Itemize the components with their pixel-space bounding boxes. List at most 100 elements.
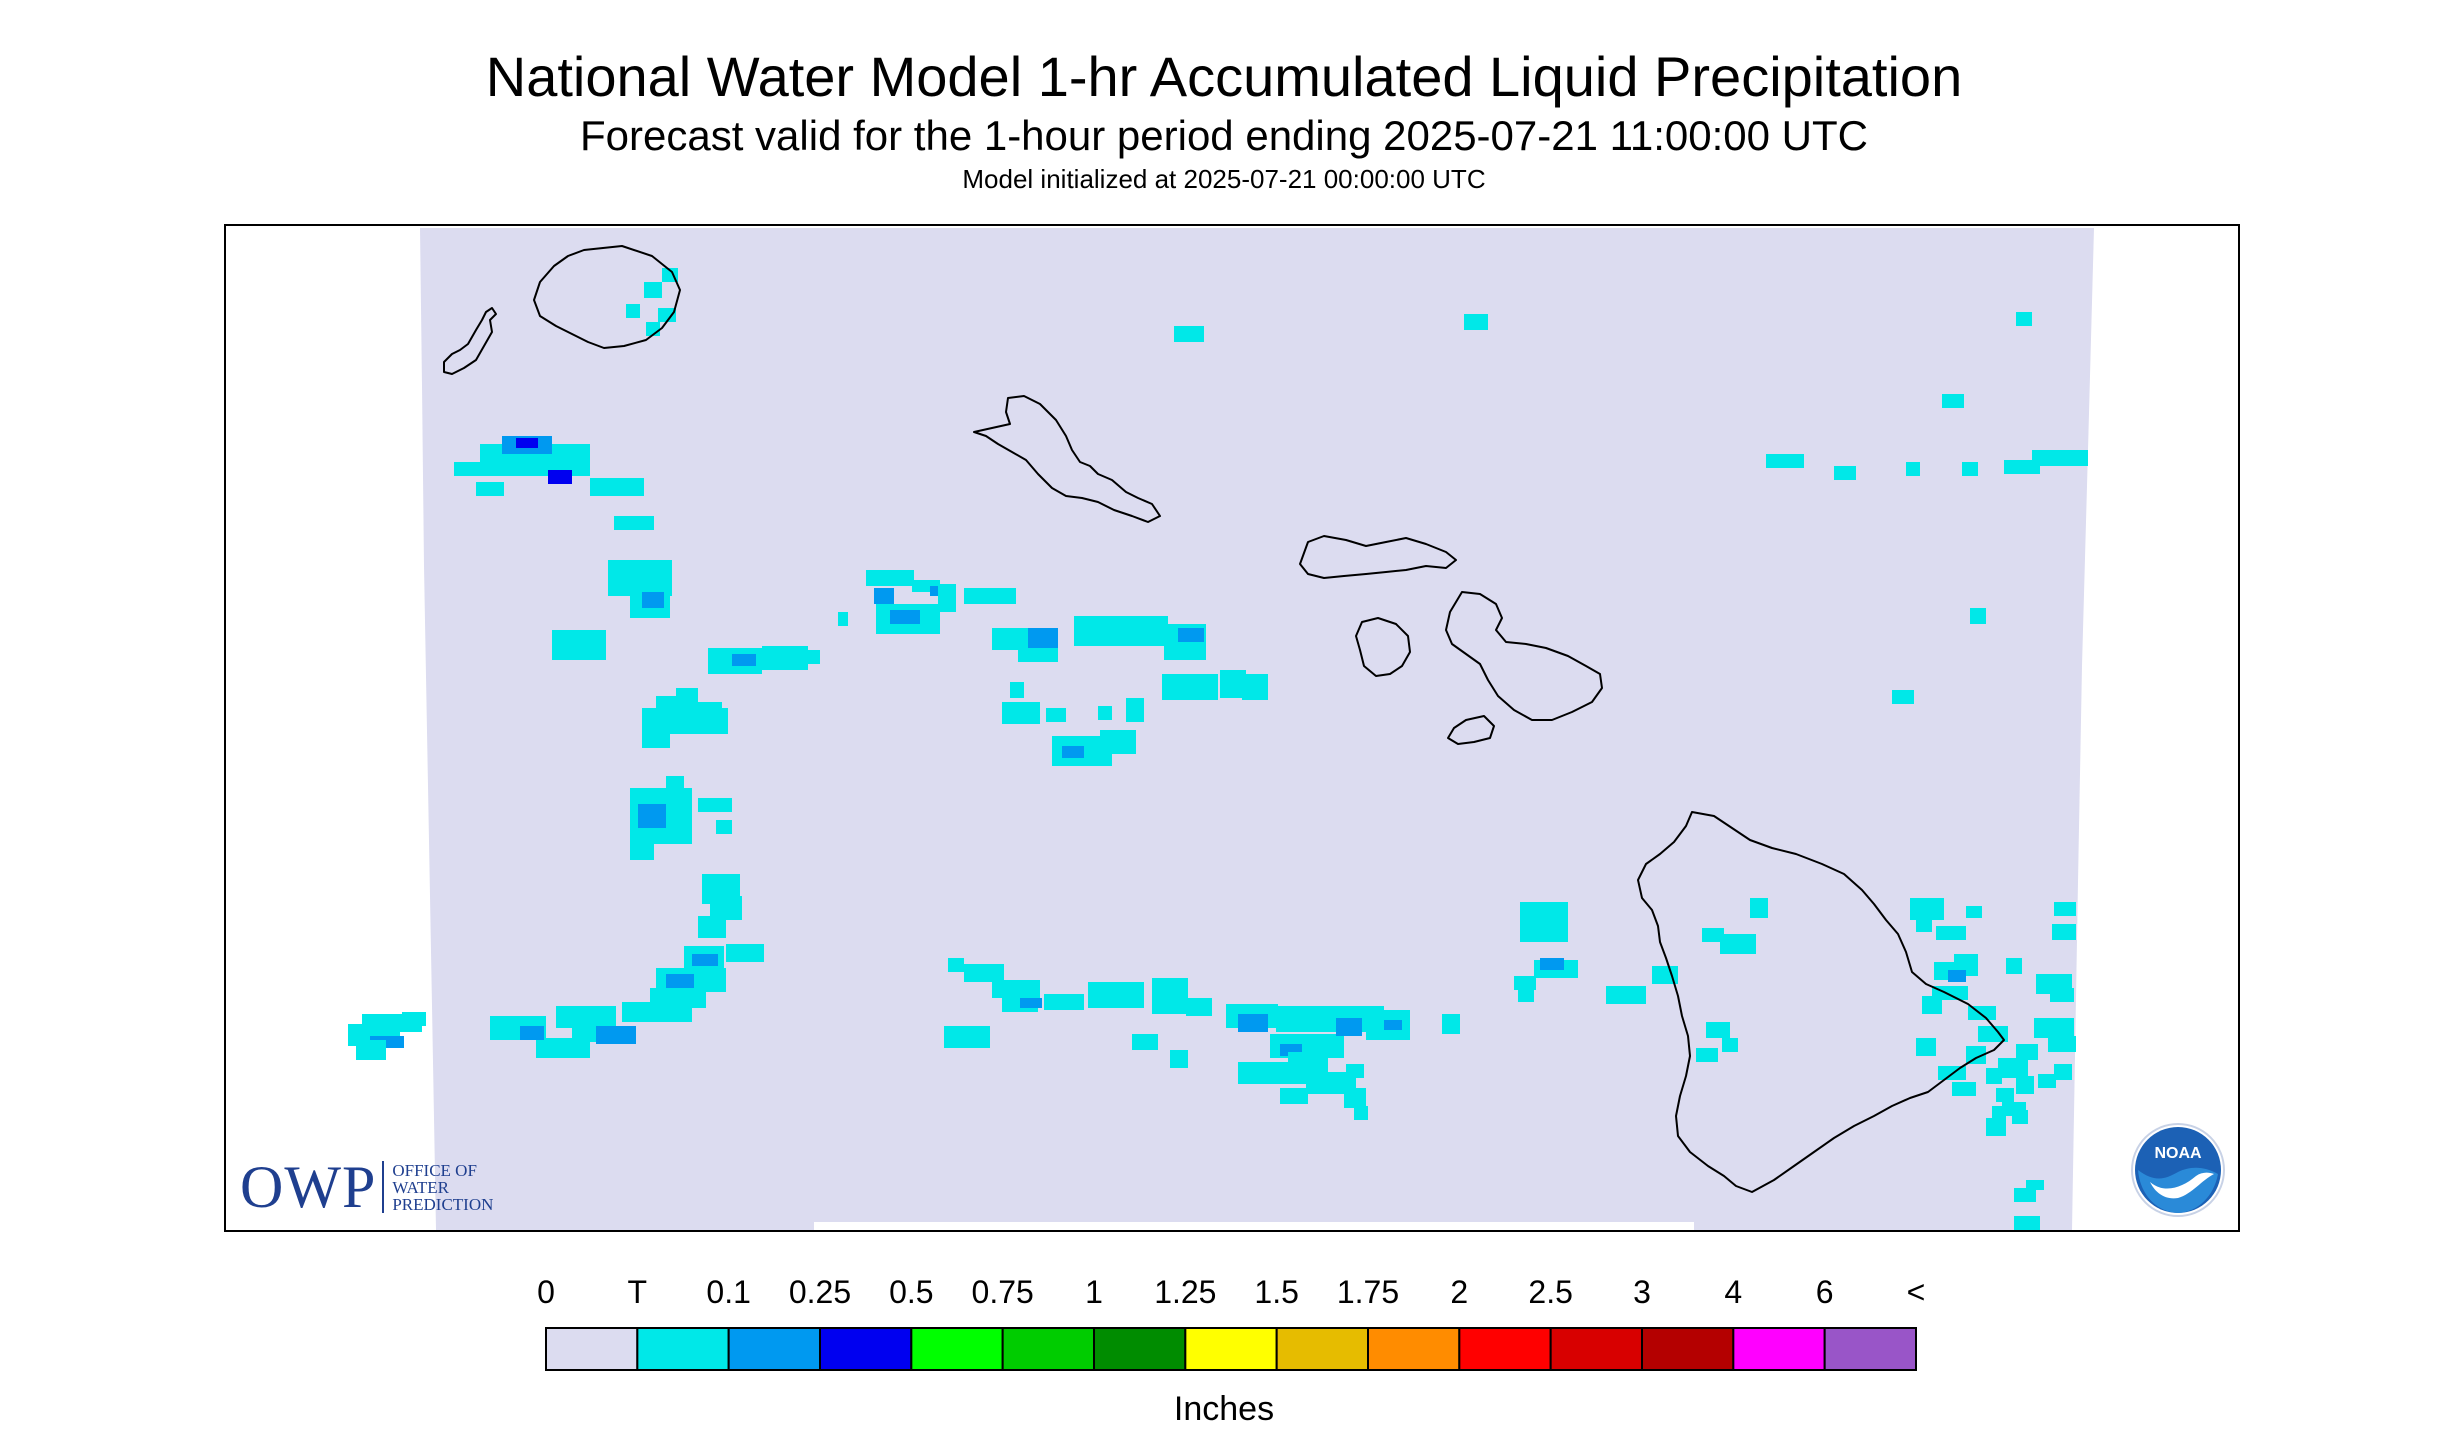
precip-cell [1098,706,1112,720]
precip-cell [2048,1036,2076,1052]
owp-logo-text: OFFICE OF WATER PREDICTION [392,1162,493,1213]
precip-cell [1932,986,1968,1000]
precip-cell [476,482,504,496]
legend-tick-label: 0 [537,1274,555,1310]
precip-cell [1606,986,1646,1004]
precip-cell [2032,450,2088,466]
legend-tick-label: 0.75 [971,1274,1034,1310]
legend-swatch-5 [1001,1327,1095,1371]
niihau-coastline [443,307,497,375]
noaa-logo-text: NOAA [2154,1145,2202,1162]
precip-cell [890,610,920,624]
precip-cell [1906,462,1920,476]
precip-cell [1992,1106,2006,1120]
legend-swatch-9 [1367,1327,1461,1371]
precip-cell [1916,918,1932,932]
noaa-logo: NOAA [2131,1123,2225,1217]
legend-tick-label: 0.1 [706,1274,751,1310]
precip-cell [552,630,606,660]
precip-cell [2012,1110,2028,1124]
precip-cell [948,958,964,972]
hawaii-coastline [1637,811,2005,1193]
legend-swatch-8 [1275,1327,1370,1371]
precip-cell [666,806,680,820]
precip-cell [1354,1106,1368,1120]
map-title: National Water Model 1-hr Accumulated Li… [485,45,1963,108]
legend-swatch-12 [1641,1327,1735,1371]
precip-cell [402,1012,426,1026]
precip-cell [1344,1088,1366,1108]
precip-cell [516,438,538,448]
precip-cell [2006,958,2022,974]
precip-cell [1936,926,1966,940]
precip-cell [1966,1046,1986,1064]
precip-cell [1100,730,1136,754]
precip-cell [1948,970,1966,982]
precip-cell [1074,616,1168,646]
legend-swatch-1 [636,1327,730,1371]
precip-cell [2050,988,2074,1002]
precip-cell [1132,1034,1158,1050]
precip-cell [536,1038,590,1058]
precip-cell [520,1026,544,1040]
precip-cell [1986,1118,2006,1136]
precip-cell [356,1040,386,1060]
precip-cell [2004,460,2040,474]
precip-cell [698,798,732,812]
legend-tick-label: 2.5 [1528,1274,1573,1310]
legend-swatch-4 [910,1327,1004,1371]
legend-tick-label: 6 [1815,1274,1834,1310]
precip-cell [1220,670,1246,698]
precip-cell [1088,982,1144,1008]
precip-cell [1722,1038,1738,1052]
legend-title: Inches [1173,1390,1275,1428]
legend-swatch-14 [1823,1327,1917,1371]
precip-cell [944,1026,990,1048]
precip-cell [792,650,820,664]
precip-cell [1442,1014,1460,1034]
precip-cell [1464,314,1488,330]
precip-cell [1520,902,1568,942]
legend-swatch-13 [1732,1327,1826,1371]
precip-cell [1766,454,1804,468]
legend-swatch-3 [819,1327,913,1371]
model-init-line: Model initialized at 2025-07-21 00:00:00… [962,164,1486,194]
precip-cell [1952,1082,1976,1096]
precip-cell [1750,898,1768,918]
precip-cell [548,470,572,484]
precip-cell [1706,1022,1730,1038]
precip-cell [992,980,1040,998]
precip-cell [1696,1048,1718,1062]
precip-cell [556,1006,616,1028]
coastlines [443,245,2005,1193]
precip-cell [1010,682,1024,698]
precip-cell [638,804,666,828]
precip-cell [726,944,764,962]
precip-cell [1162,674,1218,700]
legend-tick-label: 0.25 [788,1274,852,1310]
precip-cell [1978,1026,2008,1042]
noaa-logo-gull [2150,1172,2214,1199]
precip-cell [1966,906,1982,918]
molokai-coastline [1299,535,1457,579]
owp-logo-letters: OWP [240,1154,377,1220]
precip-cell [596,1026,636,1044]
precip-cell [1306,1072,1356,1094]
precip-cell [1336,1018,1362,1036]
precip-cell [698,916,726,938]
owp-logo-line2: WATER [392,1177,450,1197]
legend-swatch-2 [727,1327,822,1371]
precip-cell [666,974,694,988]
legend-swatch-0 [545,1327,639,1371]
precip-cell [1970,608,1986,624]
precip-cell [1540,958,1564,970]
precip-cell [1652,966,1678,984]
precip-cell [696,702,722,722]
legend-tick-label: 1.25 [1154,1274,1217,1310]
precip-cell [874,588,894,604]
precip-cell [1892,690,1914,704]
kauai-coastline [533,245,681,349]
legend-swatch-7 [1184,1327,1278,1371]
legend-swatch-10 [1458,1327,1552,1371]
precip-cell [938,584,956,612]
